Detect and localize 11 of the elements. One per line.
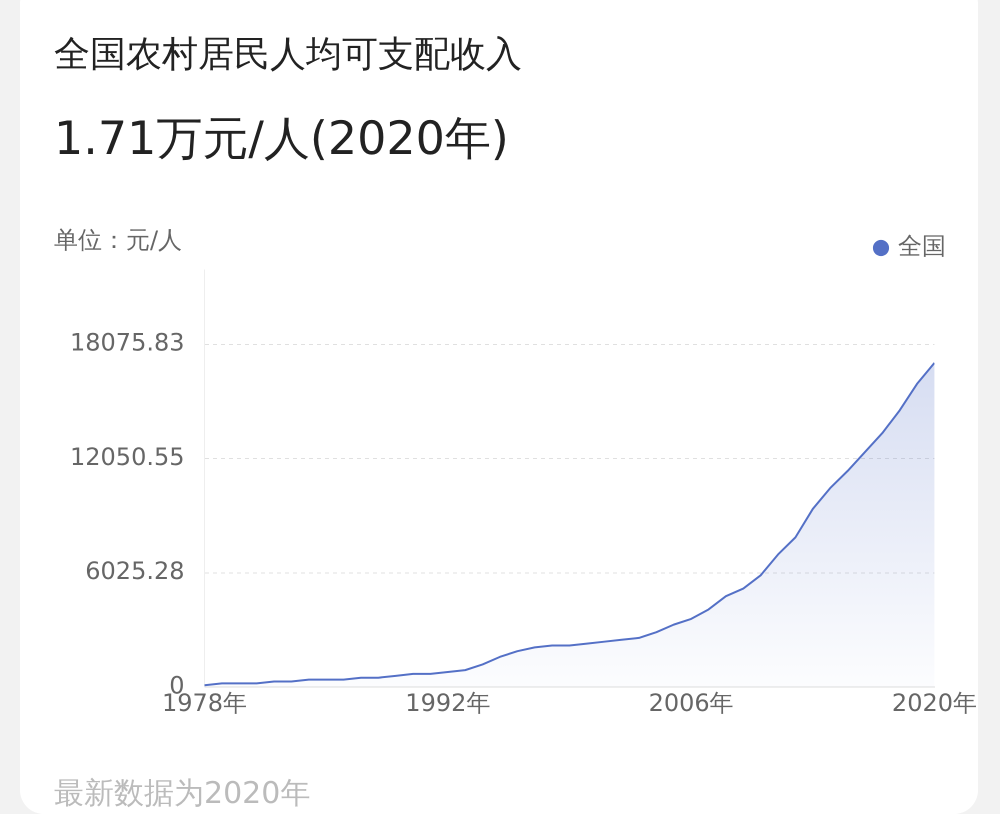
- legend-label: 全国: [898, 232, 946, 260]
- y-tick-label: 18075.83: [70, 328, 185, 357]
- x-tick-label: 2020年: [892, 688, 977, 717]
- x-tick-label: 2006年: [648, 688, 734, 717]
- text: 最新数据为2020年: [54, 775, 310, 813]
- x-tick-label: 1992年: [405, 688, 490, 717]
- chart-title: 全国农村居民人均可支配收入: [54, 33, 522, 77]
- y-tick-label: 12050.55: [70, 442, 185, 471]
- chart-subtitle: 1.71万元/人(2020年): [54, 110, 509, 167]
- y-axis-title: 单位：元/人: [54, 225, 182, 256]
- y-tick-label: 6025.28: [85, 557, 185, 586]
